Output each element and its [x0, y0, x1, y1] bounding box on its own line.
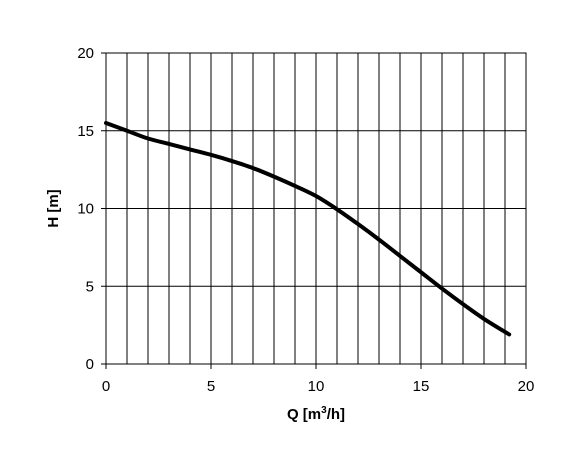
x-tick-label: 20 — [518, 378, 535, 395]
x-axis-label-main: Q [m — [287, 406, 321, 423]
x-axis-ticks: 0 5 10 15 20 — [102, 364, 535, 395]
grid — [106, 53, 526, 364]
y-tick-label: 10 — [77, 201, 94, 218]
y-axis-ticks: 0 5 10 15 20 — [77, 45, 106, 373]
x-axis-label-superscript: 3 — [321, 405, 327, 416]
y-tick-label: 15 — [77, 123, 94, 140]
x-axis-label: Q [m3/h] — [287, 405, 345, 423]
x-axis-label-suffix: /h] — [327, 406, 345, 423]
y-tick-label: 5 — [86, 278, 94, 295]
y-tick-label: 0 — [86, 356, 94, 373]
y-tick-label: 20 — [77, 45, 94, 62]
x-tick-label: 0 — [102, 378, 110, 395]
y-axis-label: H [m] — [45, 189, 62, 227]
x-tick-label: 10 — [308, 378, 325, 395]
series-line-curve — [104, 120, 512, 337]
x-tick-label: 15 — [413, 378, 430, 395]
x-tick-label: 5 — [207, 378, 215, 395]
